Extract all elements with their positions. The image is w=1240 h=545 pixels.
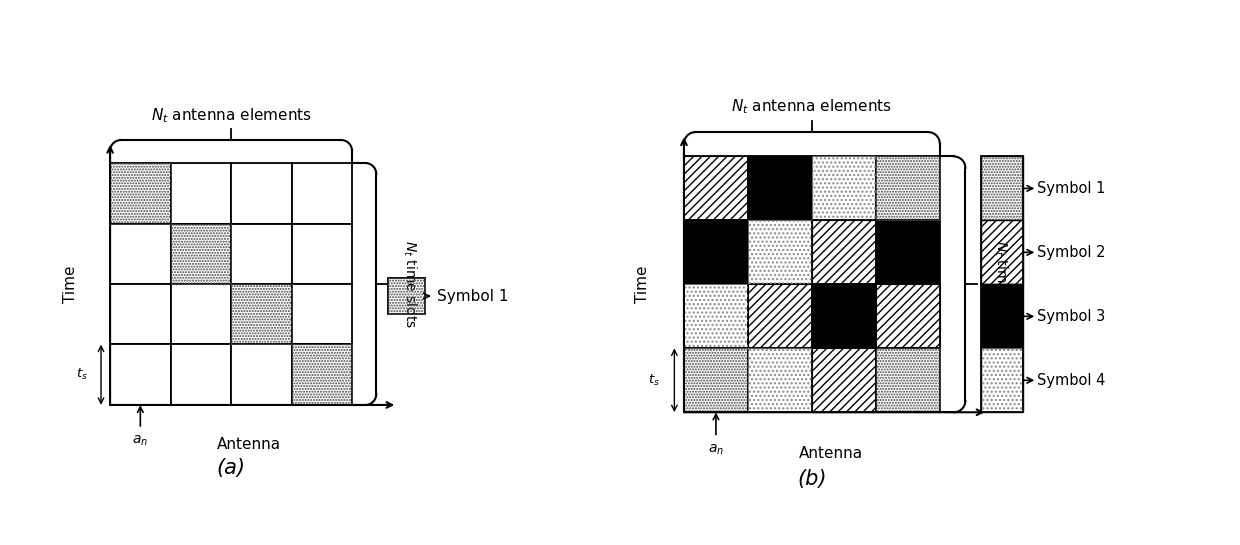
Bar [171, 223, 231, 284]
Text: Time: Time [635, 265, 650, 303]
Bar [981, 220, 1023, 284]
Bar [875, 284, 940, 348]
Bar [291, 344, 352, 405]
Bar [748, 220, 812, 284]
Text: $N_t$ antenna elements: $N_t$ antenna elements [732, 98, 893, 116]
Bar [981, 348, 1023, 412]
Bar [684, 284, 748, 348]
Bar [291, 344, 352, 405]
Text: (a): (a) [217, 458, 246, 479]
Bar [171, 223, 231, 284]
Bar [231, 284, 291, 344]
Bar [748, 348, 812, 412]
Bar [684, 156, 748, 220]
Bar [875, 156, 940, 220]
Bar [748, 284, 812, 348]
Text: $t_s$: $t_s$ [649, 373, 660, 388]
Bar [812, 220, 875, 284]
Text: $a_n$: $a_n$ [708, 443, 724, 457]
Bar [875, 348, 940, 412]
Text: Symbol 1: Symbol 1 [436, 289, 508, 304]
Text: Time: Time [63, 265, 78, 303]
Bar [748, 284, 812, 348]
Text: $a_n$: $a_n$ [133, 434, 149, 449]
Bar [231, 284, 291, 344]
Bar [812, 156, 875, 220]
Bar [812, 284, 875, 348]
Text: $N_t$ time slots: $N_t$ time slots [401, 240, 418, 328]
Bar [231, 344, 291, 405]
Bar [388, 278, 424, 314]
Bar [684, 348, 748, 412]
Text: Symbol 4: Symbol 4 [1037, 373, 1105, 388]
Bar [748, 220, 812, 284]
Text: (b): (b) [797, 469, 827, 489]
Bar [748, 156, 812, 220]
Text: $N_t$ time slots: $N_t$ time slots [992, 240, 1009, 329]
Text: Antenna: Antenna [217, 437, 281, 452]
Bar [291, 163, 352, 223]
Bar [684, 284, 748, 348]
Text: Symbol 2: Symbol 2 [1037, 245, 1106, 260]
Bar [812, 348, 875, 412]
Bar [812, 348, 875, 412]
Bar [684, 220, 748, 284]
Bar [291, 284, 352, 344]
Bar [110, 163, 171, 223]
Bar [981, 220, 1023, 284]
Bar [875, 348, 940, 412]
Bar [171, 163, 231, 223]
Bar [110, 284, 171, 344]
Text: Symbol 1: Symbol 1 [1037, 181, 1105, 196]
Bar [291, 223, 352, 284]
Bar [110, 163, 171, 223]
Bar [684, 156, 748, 220]
Bar [812, 156, 875, 220]
Bar [231, 223, 291, 284]
Bar [171, 284, 231, 344]
Text: $t_s$: $t_s$ [76, 367, 88, 382]
Text: Symbol 3: Symbol 3 [1037, 309, 1105, 324]
Bar [684, 348, 748, 412]
Bar [748, 348, 812, 412]
Bar [981, 156, 1023, 220]
Bar [110, 223, 171, 284]
Bar [812, 220, 875, 284]
Text: Antenna: Antenna [799, 446, 863, 461]
Bar [875, 156, 940, 220]
Bar [875, 220, 940, 284]
Bar [110, 344, 171, 405]
Bar [875, 284, 940, 348]
Bar [981, 156, 1023, 220]
Text: $N_t$ antenna elements: $N_t$ antenna elements [150, 106, 311, 125]
Bar [981, 348, 1023, 412]
Bar [981, 284, 1023, 348]
Bar [981, 156, 1023, 412]
Bar [231, 163, 291, 223]
Bar [171, 344, 231, 405]
Bar [388, 278, 424, 314]
